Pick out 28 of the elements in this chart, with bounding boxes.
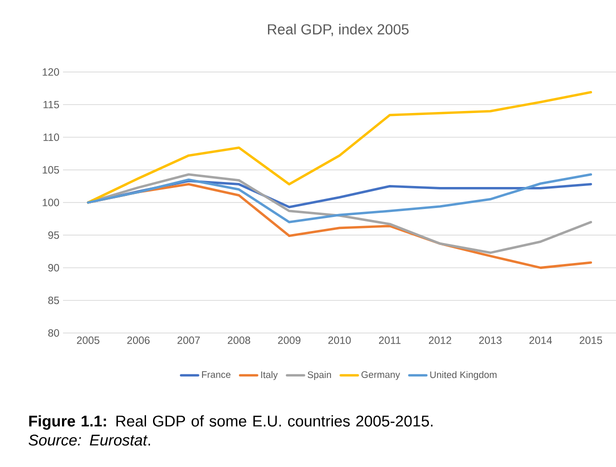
legend-label: Germany — [361, 371, 400, 380]
legend-label: France — [202, 371, 230, 378]
y-tick-label: 85 — [48, 296, 60, 304]
x-tick-label: 2012 — [428, 336, 452, 344]
chart-title: Real GDP, index 2005 — [268, 24, 409, 36]
legend-label: United Kingdom — [430, 371, 497, 380]
y-tick-label: 95 — [48, 231, 60, 239]
x-tick-label: 2014 — [529, 336, 552, 344]
y-tick-label: 105 — [42, 166, 60, 174]
x-tick-label: 2005 — [76, 336, 100, 344]
legend-label: Spain — [308, 371, 331, 380]
y-tick-label: 120 — [42, 68, 60, 76]
line-series — [86, 173, 592, 224]
x-tick-label: 2008 — [228, 336, 250, 344]
x-tick-label: 2013 — [479, 336, 502, 344]
y-tick-label: 90 — [48, 264, 60, 272]
legend-label: Italy — [261, 371, 278, 380]
y-tick-label: 100 — [42, 198, 60, 206]
x-tick-label: 2015 — [580, 336, 602, 344]
x-tick-label: 2010 — [328, 336, 351, 344]
x-tick-label: 2009 — [278, 336, 300, 344]
text: Figure 1.1: Real GDP of some E.U. countries 2005-2015. Source: Eurostat. — [28, 415, 432, 446]
x-tick-label: 2006 — [127, 336, 150, 344]
x-tick-label: 2011 — [379, 336, 401, 344]
y-tick-label: 80 — [48, 329, 60, 337]
x-tick-label: 2007 — [178, 336, 200, 344]
y-tick-label: 115 — [44, 100, 60, 108]
y-tick-label: 110 — [44, 134, 60, 141]
